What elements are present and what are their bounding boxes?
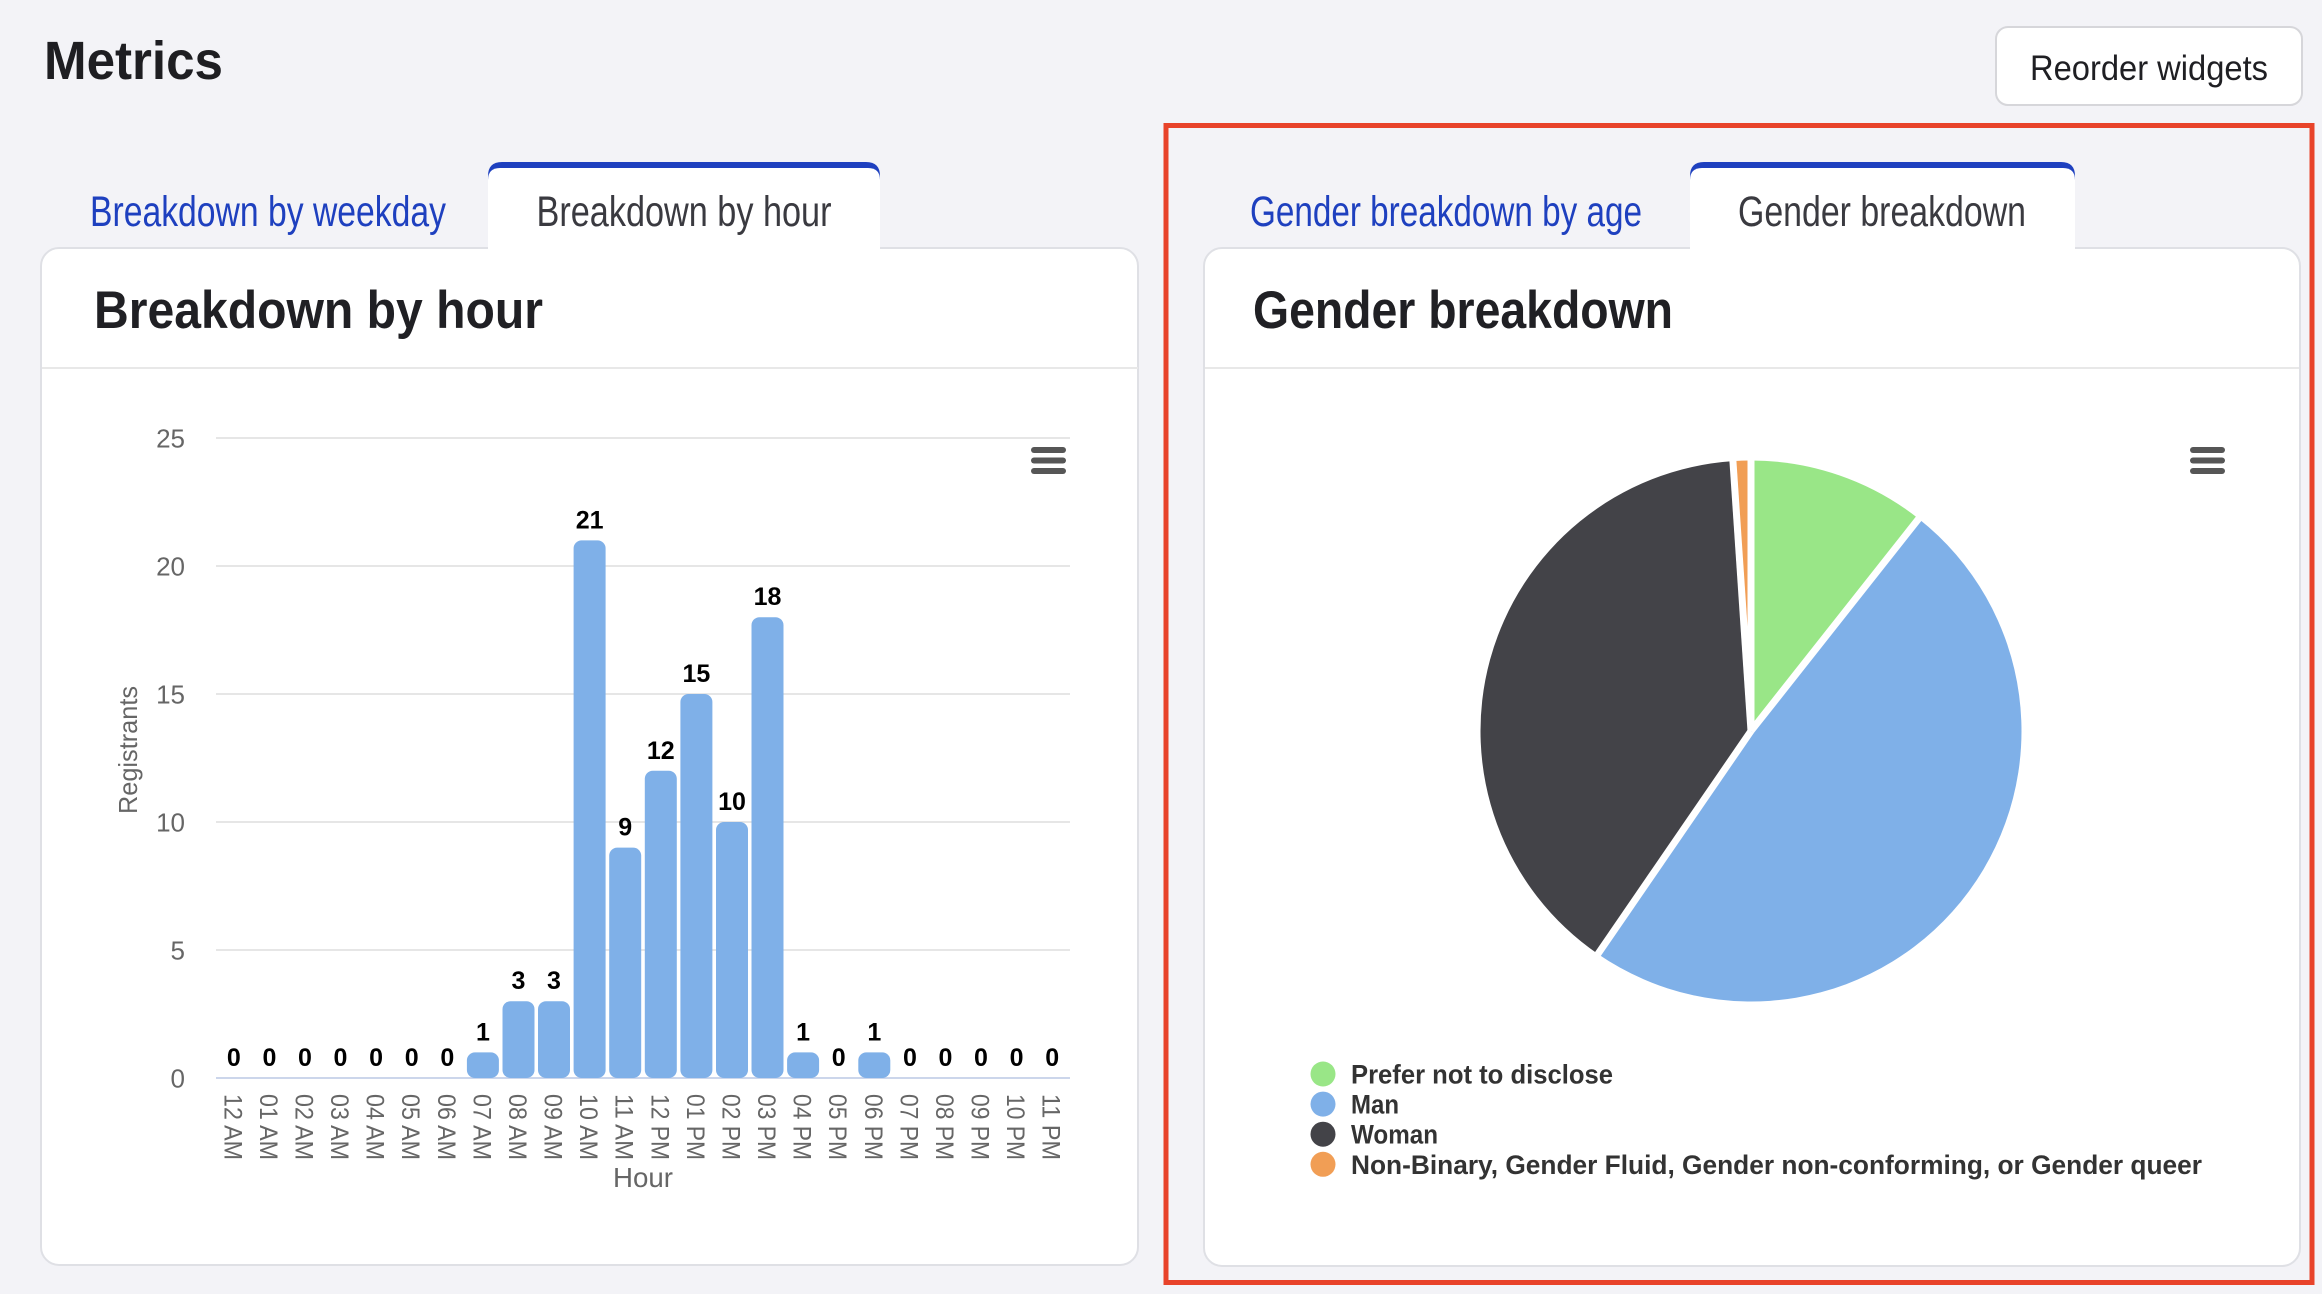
svg-text:05 AM: 05 AM	[396, 1094, 424, 1160]
svg-text:0: 0	[832, 1044, 846, 1072]
svg-text:Breakdown by hour: Breakdown by hour	[537, 188, 832, 236]
svg-text:Prefer not to disclose: Prefer not to disclose	[1351, 1060, 1613, 1090]
svg-text:0: 0	[903, 1044, 917, 1072]
svg-text:Hour: Hour	[613, 1162, 673, 1193]
svg-text:Metrics: Metrics	[44, 31, 223, 91]
svg-text:Non-Binary, Gender Fluid, Gend: Non-Binary, Gender Fluid, Gender non-con…	[1351, 1150, 2202, 1180]
svg-text:0: 0	[974, 1044, 988, 1072]
svg-text:04 PM: 04 PM	[788, 1094, 816, 1160]
svg-text:3: 3	[512, 967, 526, 995]
svg-text:Gender breakdown: Gender breakdown	[1738, 188, 2026, 236]
svg-text:0: 0	[1045, 1044, 1059, 1072]
svg-text:06 PM: 06 PM	[859, 1094, 887, 1160]
svg-text:09 AM: 09 AM	[539, 1094, 567, 1160]
svg-text:05 PM: 05 PM	[823, 1094, 851, 1160]
svg-text:04 AM: 04 AM	[361, 1094, 389, 1160]
svg-text:12: 12	[647, 737, 675, 765]
svg-text:Man: Man	[1351, 1090, 1399, 1120]
svg-text:Gender breakdown: Gender breakdown	[1253, 281, 1673, 340]
svg-text:10 PM: 10 PM	[1001, 1094, 1029, 1160]
svg-text:0: 0	[262, 1044, 276, 1072]
svg-text:21: 21	[576, 506, 604, 534]
svg-text:01 AM: 01 AM	[254, 1094, 282, 1160]
svg-text:25: 25	[156, 424, 185, 454]
svg-text:18: 18	[754, 583, 782, 611]
svg-text:09 PM: 09 PM	[966, 1094, 994, 1160]
svg-text:01 PM: 01 PM	[681, 1094, 709, 1160]
svg-text:0: 0	[369, 1044, 383, 1072]
svg-text:5: 5	[171, 936, 185, 966]
svg-text:10: 10	[156, 808, 185, 838]
svg-text:0: 0	[405, 1044, 419, 1072]
svg-text:15: 15	[156, 680, 185, 710]
svg-text:07 PM: 07 PM	[894, 1094, 922, 1160]
svg-text:Breakdown by weekday: Breakdown by weekday	[90, 188, 446, 236]
svg-text:08 PM: 08 PM	[930, 1094, 958, 1160]
svg-text:11 AM: 11 AM	[610, 1094, 638, 1160]
svg-text:Registrants: Registrants	[113, 686, 143, 814]
svg-text:12 PM: 12 PM	[645, 1094, 673, 1160]
svg-text:02 PM: 02 PM	[717, 1094, 745, 1160]
svg-text:9: 9	[618, 814, 632, 842]
svg-text:0: 0	[334, 1044, 348, 1072]
svg-text:06 AM: 06 AM	[432, 1094, 460, 1160]
svg-text:Reorder widgets: Reorder widgets	[2030, 49, 2268, 88]
svg-text:1: 1	[796, 1018, 810, 1046]
svg-text:0: 0	[298, 1044, 312, 1072]
svg-text:Gender breakdown by age: Gender breakdown by age	[1250, 188, 1642, 236]
svg-text:Breakdown by hour: Breakdown by hour	[94, 281, 543, 340]
svg-text:03 AM: 03 AM	[325, 1094, 353, 1160]
svg-text:20: 20	[156, 552, 185, 582]
svg-text:0: 0	[171, 1064, 185, 1094]
svg-text:08 AM: 08 AM	[503, 1094, 531, 1160]
svg-text:10 AM: 10 AM	[574, 1094, 602, 1160]
svg-text:1: 1	[867, 1018, 881, 1046]
svg-text:02 AM: 02 AM	[290, 1094, 318, 1160]
svg-text:0: 0	[227, 1044, 241, 1072]
svg-text:07 AM: 07 AM	[467, 1094, 495, 1160]
svg-text:03 PM: 03 PM	[752, 1094, 780, 1160]
svg-text:Woman: Woman	[1351, 1120, 1438, 1150]
svg-text:15: 15	[682, 660, 710, 688]
svg-text:1: 1	[476, 1018, 490, 1046]
svg-text:3: 3	[547, 967, 561, 995]
svg-text:11 PM: 11 PM	[1037, 1094, 1065, 1160]
svg-text:10: 10	[718, 788, 746, 816]
svg-text:0: 0	[1010, 1044, 1024, 1072]
svg-text:12 AM: 12 AM	[218, 1094, 246, 1160]
svg-text:0: 0	[440, 1044, 454, 1072]
svg-text:0: 0	[939, 1044, 953, 1072]
